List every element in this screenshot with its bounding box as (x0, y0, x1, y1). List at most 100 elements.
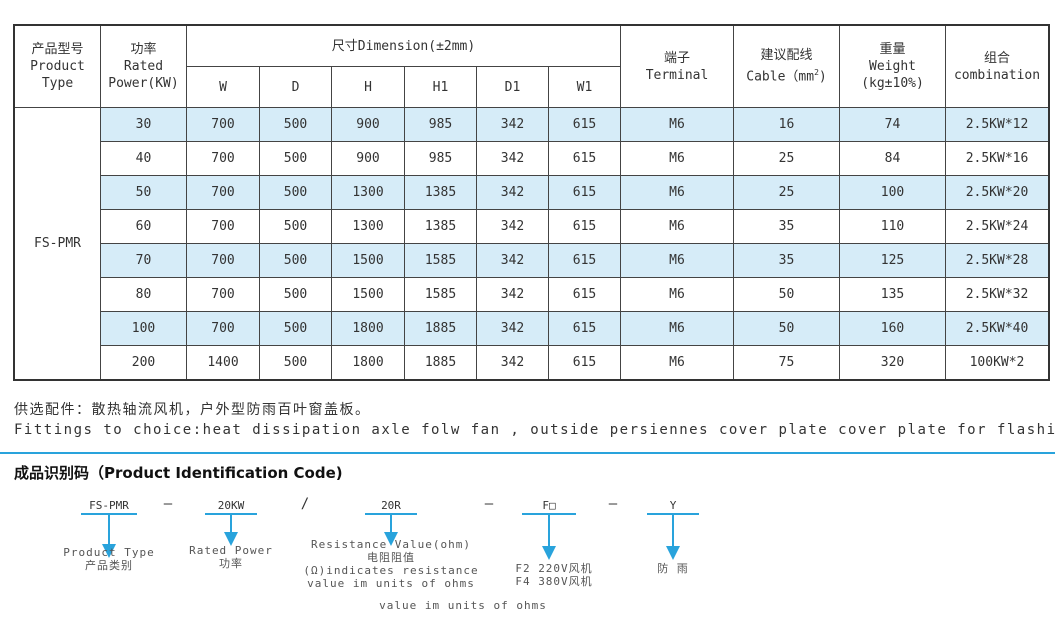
table-cell: 84 (839, 141, 946, 176)
table-cell: 500 (259, 107, 332, 142)
header-dim-w1: W1 (548, 66, 621, 108)
table-cell: M6 (620, 209, 734, 244)
table-cell: 75 (733, 345, 840, 381)
table-cell: 50 (100, 175, 187, 210)
table-cell: 35 (733, 209, 840, 244)
table-cell: 50 (733, 311, 840, 346)
table-cell: 125 (839, 243, 946, 278)
header-dim-h: H (331, 66, 405, 108)
header-weight: 重量 Weight (kg±10%) (839, 24, 946, 108)
table-cell: 342 (476, 345, 549, 381)
table-cell: 615 (548, 311, 621, 346)
table-cell: 1300 (331, 209, 405, 244)
table-cell: M6 (620, 243, 734, 278)
table-cell: 700 (186, 243, 260, 278)
table-cell: 700 (186, 311, 260, 346)
table-cell: 615 (548, 175, 621, 210)
model-cell: FS-PMR (13, 107, 101, 381)
table-cell: 1300 (331, 175, 405, 210)
table-cell: 1885 (404, 345, 477, 381)
table-cell: 985 (404, 141, 477, 176)
arrow-down-icon (666, 546, 680, 560)
header-cable: 建议配线 Cable（mm2) (733, 24, 840, 108)
header-power: 功率 Rated Power(KW) (100, 24, 187, 108)
table-cell: M6 (620, 107, 734, 142)
code-heading: 成品识别码（Product Identification Code) (14, 464, 343, 482)
table-cell: 1585 (404, 277, 477, 312)
table-cell: 615 (548, 243, 621, 278)
code-separator: — (484, 496, 494, 512)
table-cell: 80 (100, 277, 187, 312)
code-separator: / (300, 496, 310, 512)
label-power: Rated Power 功率 (189, 544, 273, 570)
table-cell: 1800 (331, 311, 405, 346)
table-row: 40 700 500 900 985 342 615 M6 25 84 2.5KW*16 (14, 141, 1050, 176)
table-cell: 615 (548, 209, 621, 244)
table-cell: 2.5KW*40 (945, 311, 1050, 346)
table-cell: 110 (839, 209, 946, 244)
table-cell: 35 (733, 243, 840, 278)
code-separator: — (163, 496, 173, 512)
label-resistance: Resistance Value(ohm) 电阻阻值 (Ω)indicates re… (303, 538, 479, 590)
header-dimension: 尺寸Dimension(±2mm) (186, 24, 621, 67)
table-cell: 342 (476, 107, 549, 142)
table-cell: M6 (620, 175, 734, 210)
table-cell: 500 (259, 175, 332, 210)
table-cell: 74 (839, 107, 946, 142)
label-rain: 防 雨 (657, 562, 689, 575)
table-cell: 342 (476, 243, 549, 278)
table-cell: 60 (100, 209, 187, 244)
table-cell: 2.5KW*12 (945, 107, 1050, 142)
fittings-note-en: Fittings to choice:heat dissipation axle… (14, 422, 1055, 438)
table-cell: 985 (404, 107, 477, 142)
code-part-rain: Y (669, 499, 677, 512)
table-cell: 135 (839, 277, 946, 312)
table-cell: 342 (476, 175, 549, 210)
arrow-stem (548, 514, 550, 548)
arrow-down-icon (384, 532, 398, 546)
table-cell: 70 (100, 243, 187, 278)
table-cell: 2.5KW*28 (945, 243, 1050, 278)
table-cell: 342 (476, 311, 549, 346)
underline (81, 513, 137, 515)
arrow-stem (230, 514, 232, 534)
table-cell: 100KW*2 (945, 345, 1050, 381)
table-cell: 25 (733, 175, 840, 210)
code-part-resistance: 20R (381, 499, 401, 512)
header-dim-w: W (186, 66, 260, 108)
table-cell: 700 (186, 209, 260, 244)
table-cell: 40 (100, 141, 187, 176)
table-cell: 1885 (404, 311, 477, 346)
table-cell: 160 (839, 311, 946, 346)
table-cell: 1500 (331, 277, 405, 312)
table-cell: 1385 (404, 175, 477, 210)
table-cell: 500 (259, 243, 332, 278)
table-cell: 700 (186, 141, 260, 176)
table-cell: 900 (331, 141, 405, 176)
table-row: FS-PMR 30 700 500 900 985 342 615 M6 16 74 2.5KW*12 (13, 107, 1050, 381)
table-cell: 500 (259, 141, 332, 176)
table-cell: 500 (259, 277, 332, 312)
table-cell: 1585 (404, 243, 477, 278)
header-dim-d: D (259, 66, 332, 108)
code-part-type: FS-PMR (89, 499, 129, 512)
table-cell: 50 (733, 277, 840, 312)
table-cell: 900 (331, 107, 405, 142)
table-cell: 615 (548, 277, 621, 312)
table-cell: 1800 (331, 345, 405, 381)
arrow-stem (672, 514, 674, 548)
table-cell: 615 (548, 107, 621, 142)
table-cell: 100 (100, 311, 187, 346)
table-row: 70 700 500 1500 1585 342 615 M6 35 125 2.5KW*28 (14, 243, 1050, 278)
table-cell: M6 (620, 311, 734, 346)
table-cell: 2.5KW*20 (945, 175, 1050, 210)
header-combination: 组合 combination (945, 24, 1050, 108)
table-cell: 500 (259, 311, 332, 346)
table-cell: 30 (100, 107, 187, 142)
table-cell: 200 (100, 345, 187, 381)
table-cell: 1500 (331, 243, 405, 278)
table-cell: 342 (476, 141, 549, 176)
table-cell: 700 (186, 107, 260, 142)
table-row: 60 700 500 1300 1385 342 615 M6 35 110 2.5KW*24 (14, 209, 1050, 244)
underline (205, 513, 257, 515)
